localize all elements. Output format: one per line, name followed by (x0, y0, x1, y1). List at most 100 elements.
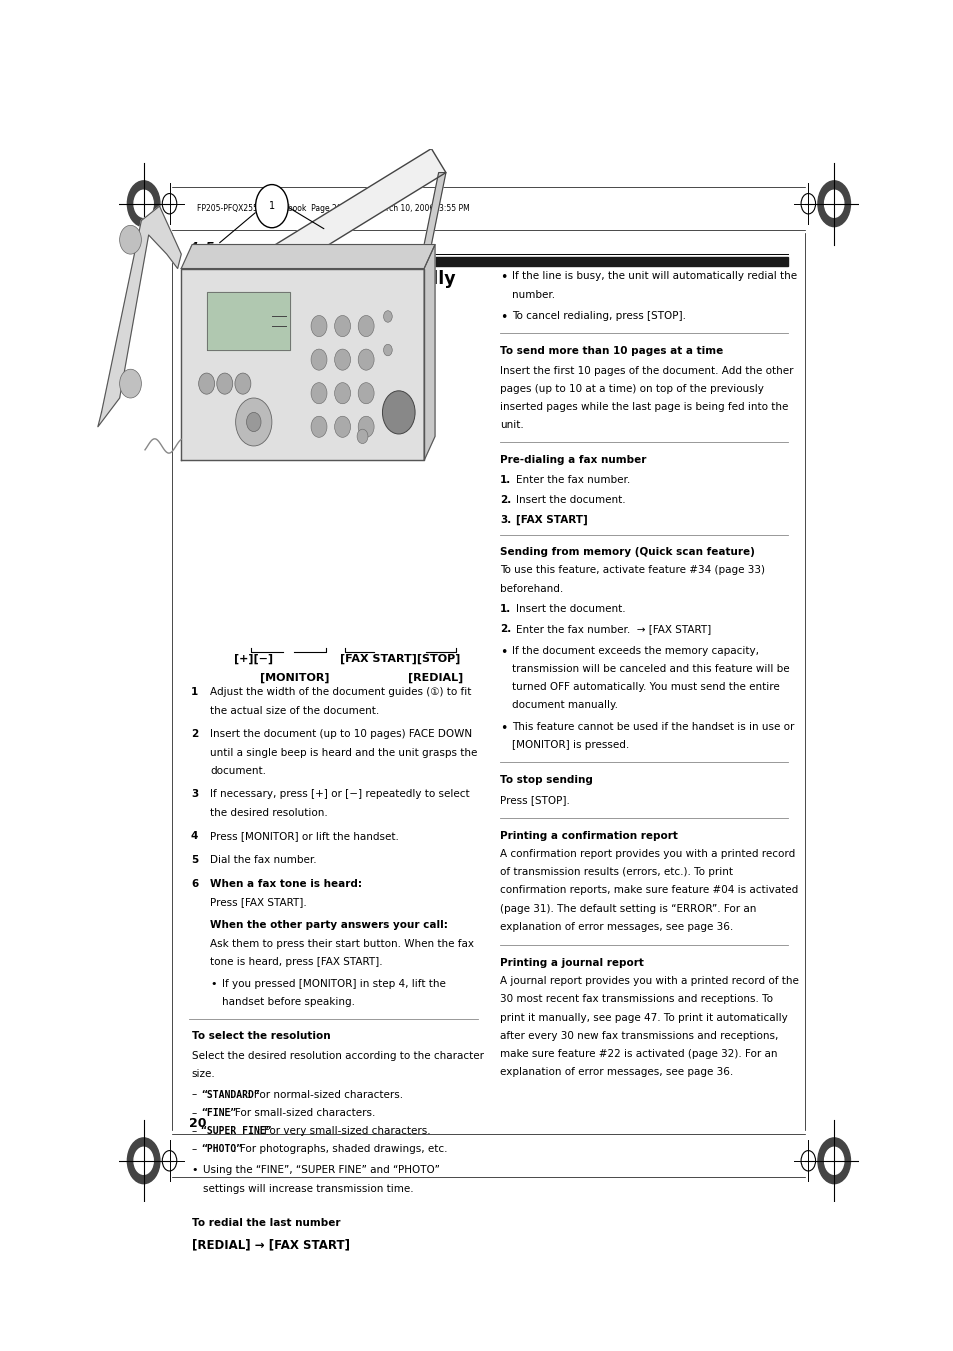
Text: tone is heard, press [FAX START].: tone is heard, press [FAX START]. (210, 957, 382, 967)
Text: : For small-sized characters.: : For small-sized characters. (228, 1108, 375, 1117)
Text: •: • (499, 646, 507, 658)
Circle shape (234, 373, 251, 394)
Polygon shape (98, 207, 181, 427)
Text: –: – (192, 1089, 196, 1100)
Circle shape (128, 181, 160, 227)
Text: Insert the document.: Insert the document. (516, 604, 625, 613)
Circle shape (383, 345, 392, 355)
Text: A confirmation report provides you with a printed record: A confirmation report provides you with … (499, 848, 795, 859)
Text: 5: 5 (191, 855, 198, 865)
Circle shape (357, 416, 374, 438)
Text: [MONITOR]: [MONITOR] (259, 673, 329, 684)
Circle shape (311, 416, 327, 438)
Text: unit.: unit. (499, 420, 523, 431)
Text: To stop sending: To stop sending (499, 774, 592, 785)
Text: transmission will be canceled and this feature will be: transmission will be canceled and this f… (512, 663, 789, 674)
Text: turned OFF automatically. You must send the entire: turned OFF automatically. You must send … (512, 682, 779, 692)
Circle shape (198, 373, 214, 394)
Circle shape (255, 185, 288, 228)
Text: settings will increase transmission time.: settings will increase transmission time… (203, 1183, 413, 1194)
Circle shape (311, 382, 327, 404)
Text: 6: 6 (191, 878, 198, 889)
Text: print it manually, see page 47. To print it automatically: print it manually, see page 47. To print… (499, 1012, 787, 1023)
Text: 30 most recent fax transmissions and receptions. To: 30 most recent fax transmissions and rec… (499, 994, 772, 1004)
Circle shape (335, 382, 350, 404)
Text: –: – (192, 1108, 196, 1117)
Polygon shape (424, 245, 435, 461)
Text: the actual size of the document.: the actual size of the document. (210, 705, 379, 716)
Circle shape (246, 412, 261, 431)
Circle shape (356, 430, 368, 443)
Circle shape (128, 1138, 160, 1183)
Polygon shape (207, 292, 290, 350)
Text: Printing a journal report: Printing a journal report (499, 958, 643, 967)
Text: To cancel redialing, press [STOP].: To cancel redialing, press [STOP]. (512, 311, 685, 322)
Text: Insert the first 10 pages of the document. Add the other: Insert the first 10 pages of the documen… (499, 366, 793, 376)
Polygon shape (409, 173, 445, 316)
Circle shape (335, 416, 350, 438)
Text: •: • (192, 1166, 198, 1175)
Text: [FAX START][STOP]: [FAX START][STOP] (339, 654, 459, 665)
Text: document manually.: document manually. (512, 700, 618, 711)
Text: Printing a confirmation report: Printing a confirmation report (499, 831, 678, 840)
Polygon shape (181, 269, 424, 461)
Text: [MONITOR] is pressed.: [MONITOR] is pressed. (512, 740, 628, 750)
Bar (190, 257, 787, 266)
Circle shape (357, 316, 374, 336)
Text: [REDIAL]: [REDIAL] (407, 673, 462, 684)
Circle shape (383, 311, 392, 323)
Circle shape (162, 1151, 176, 1171)
Text: [REDIAL] → [FAX START]: [REDIAL] → [FAX START] (192, 1238, 350, 1251)
Text: Pre-dialing a fax number: Pre-dialing a fax number (499, 455, 646, 465)
Text: Insert the document.: Insert the document. (516, 494, 625, 505)
Text: explanation of error messages, see page 36.: explanation of error messages, see page … (499, 921, 733, 932)
Text: Enter the fax number.  → [FAX START]: Enter the fax number. → [FAX START] (516, 624, 711, 634)
Text: [FAX START]: [FAX START] (516, 515, 587, 526)
Text: Using the “FINE”, “SUPER FINE” and “PHOTO”: Using the “FINE”, “SUPER FINE” and “PHOT… (203, 1166, 439, 1175)
Text: “PHOTO”: “PHOTO” (201, 1144, 242, 1154)
Text: pages (up to 10 at a time) on top of the previously: pages (up to 10 at a time) on top of the… (499, 384, 763, 394)
Circle shape (357, 382, 374, 404)
Text: When the other party answers your call:: When the other party answers your call: (210, 920, 448, 931)
Circle shape (823, 190, 842, 218)
Text: the desired resolution.: the desired resolution. (210, 808, 328, 817)
Text: until a single beep is heard and the unit grasps the: until a single beep is heard and the uni… (210, 747, 477, 758)
Text: “SUPER FINE”: “SUPER FINE” (201, 1125, 272, 1136)
Text: 2.: 2. (499, 624, 511, 634)
Text: Press [FAX START].: Press [FAX START]. (210, 897, 307, 907)
Text: handset before speaking.: handset before speaking. (222, 997, 355, 1006)
Text: To use this feature, activate feature #34 (page 33): To use this feature, activate feature #3… (499, 566, 764, 576)
Text: Enter the fax number.: Enter the fax number. (516, 474, 630, 485)
Text: : For very small-sized characters.: : For very small-sized characters. (256, 1125, 430, 1136)
Text: To send more than 10 pages at a time: To send more than 10 pages at a time (499, 346, 722, 355)
Circle shape (311, 316, 327, 336)
Text: Insert the document (up to 10 pages) FACE DOWN: Insert the document (up to 10 pages) FAC… (210, 730, 472, 739)
Text: FP205-PFQX2559ZA-en.book  Page 20  Friday, March 10, 2006  3:55 PM: FP205-PFQX2559ZA-en.book Page 20 Friday,… (196, 204, 469, 213)
Circle shape (216, 373, 233, 394)
Text: “FINE”: “FINE” (201, 1108, 236, 1117)
Text: 1: 1 (191, 688, 198, 697)
Text: confirmation reports, make sure feature #04 is activated: confirmation reports, make sure feature … (499, 885, 798, 896)
Text: If necessary, press [+] or [−] repeatedly to select: If necessary, press [+] or [−] repeatedl… (210, 789, 469, 800)
Text: 1: 1 (269, 201, 274, 211)
Circle shape (119, 369, 141, 399)
Text: •: • (210, 978, 216, 989)
Polygon shape (181, 245, 435, 269)
Circle shape (133, 1147, 153, 1174)
Circle shape (382, 390, 415, 434)
Text: after every 30 new fax transmissions and receptions,: after every 30 new fax transmissions and… (499, 1031, 778, 1040)
Text: (page 31). The default setting is “ERROR”. For an: (page 31). The default setting is “ERROR… (499, 904, 756, 913)
Text: : For photographs, shaded drawings, etc.: : For photographs, shaded drawings, etc. (233, 1144, 447, 1154)
Text: explanation of error messages, see page 36.: explanation of error messages, see page … (499, 1067, 733, 1077)
Text: –: – (192, 1125, 196, 1136)
Text: •: • (499, 721, 507, 735)
Text: size.: size. (192, 1070, 215, 1079)
Circle shape (817, 1138, 849, 1183)
Text: number.: number. (512, 289, 555, 300)
Circle shape (162, 193, 176, 213)
Circle shape (133, 190, 153, 218)
Text: –: – (192, 1144, 196, 1154)
Text: 2: 2 (191, 730, 198, 739)
Text: Ask them to press their start button. When the fax: Ask them to press their start button. Wh… (210, 939, 474, 948)
Polygon shape (275, 149, 445, 269)
